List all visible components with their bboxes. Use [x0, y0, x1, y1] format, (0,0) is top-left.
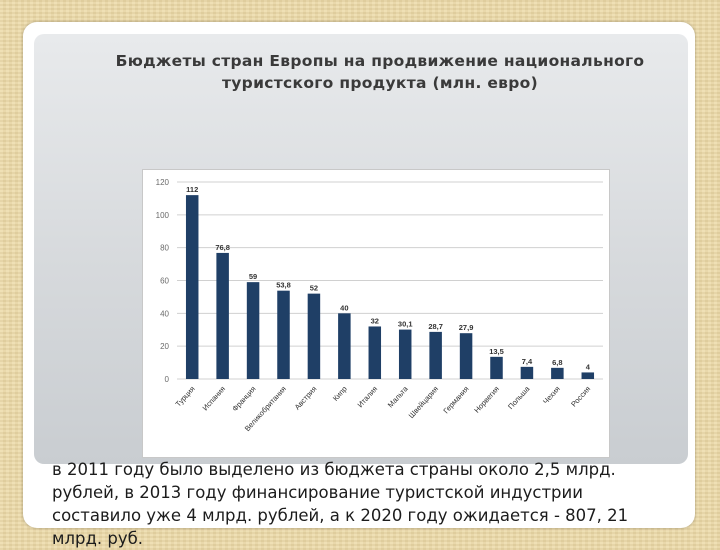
x-category-label: Кипр [331, 384, 349, 403]
bar-chart: 0 20 40 60 80 100 120 112 Турция 76,8 Испания 59 Фра… [142, 169, 610, 458]
bar-value-label: 112 [186, 185, 198, 194]
title-line-1: Бюджеты стран Европы на продвижение наци… [115, 52, 645, 70]
bar-value-label: 4 [586, 362, 591, 371]
bar-value-label: 27,9 [459, 323, 474, 332]
bar-value-label: 28,7 [428, 322, 443, 331]
caption-line-3: составило уже 4 млрд. рублей, а к 2020 г… [52, 506, 629, 525]
x-category-label: Россия [569, 384, 592, 408]
caption-line-2: рублей, в 2013 году финансирование турис… [52, 483, 583, 502]
bar-value-label: 59 [249, 272, 257, 281]
x-category-label: Франция [230, 384, 257, 413]
caption-line-4: млрд. руб. [52, 529, 144, 548]
bar [581, 372, 595, 379]
y-tick-label: 60 [160, 277, 169, 286]
x-category-label: Польша [506, 384, 532, 411]
bar-value-label: 6,8 [552, 358, 562, 367]
y-tick-label: 100 [156, 211, 170, 220]
bar [216, 252, 229, 379]
bar [368, 326, 382, 379]
bar-value-label: 7,4 [522, 357, 533, 366]
slide-title: Бюджеты стран Европы на продвижение наци… [60, 50, 700, 94]
bar [398, 329, 412, 379]
x-category-label: Германия [441, 384, 470, 415]
bar-chart-svg: 0 20 40 60 80 100 120 112 Турция 76,8 Испания 59 Фра… [156, 178, 603, 433]
x-category-label: Испания [201, 384, 228, 412]
bar [277, 290, 290, 379]
x-category-label: Швейцария [407, 384, 440, 420]
title-line-2: туристского продукта (млн. евро) [222, 74, 538, 92]
bar-value-label: 32 [371, 316, 379, 325]
y-tick-label: 20 [160, 342, 169, 351]
y-tick-label: 40 [160, 309, 169, 318]
caption-text: в 2011 году было выделено из бюджета стр… [52, 458, 702, 550]
bar-value-label: 30,1 [398, 320, 413, 329]
bar [429, 331, 442, 379]
bar-value-label: 76,8 [215, 243, 230, 252]
x-category-label: Австрия [293, 384, 319, 411]
bar [490, 356, 503, 379]
y-tick-label: 80 [160, 244, 169, 253]
x-category-label: Италия [355, 384, 379, 409]
bar [307, 293, 321, 379]
bar [185, 195, 199, 379]
bar-value-label: 40 [340, 303, 348, 312]
bar-value-label: 13,5 [489, 347, 504, 356]
bar-value-label: 52 [310, 284, 318, 293]
bar-value-label: 53,8 [276, 281, 291, 290]
bar [551, 367, 564, 379]
bar [459, 333, 473, 379]
x-category-label: Чехия [541, 384, 562, 406]
bar [246, 282, 260, 379]
x-category-label: Турция [174, 384, 197, 408]
bar [520, 366, 534, 379]
bar [338, 313, 351, 379]
caption-line-1: в 2011 году было выделено из бюджета стр… [52, 460, 616, 479]
x-category-label: Мальта [386, 384, 410, 410]
y-tick-label: 0 [165, 375, 170, 384]
x-category-label: Норвегия [472, 384, 501, 414]
y-tick-label: 120 [156, 178, 170, 187]
